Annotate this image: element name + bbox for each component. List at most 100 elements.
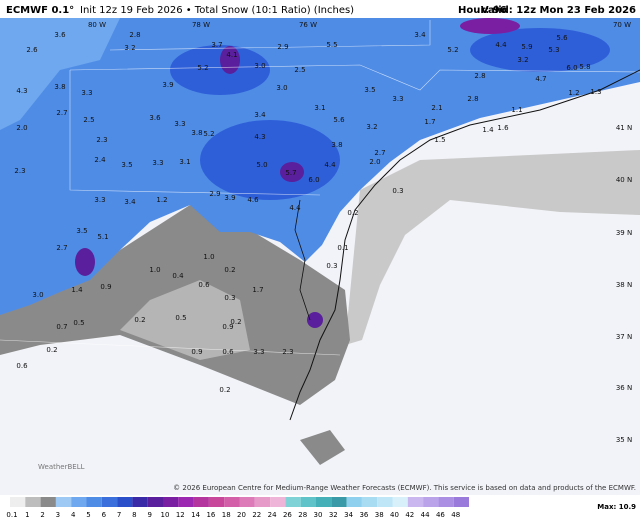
snow-amount-label: 0.6 bbox=[222, 348, 234, 356]
legend-tick-label: 3 bbox=[56, 511, 60, 519]
snow-amount-label: 3.0 bbox=[254, 62, 265, 70]
snow-amount-label: 2.5 bbox=[83, 116, 94, 124]
legend-tick-label: 26 bbox=[283, 511, 292, 519]
legend-swatch bbox=[346, 497, 362, 507]
snow-amount-label: 0.6 bbox=[16, 362, 28, 370]
legend-swatch bbox=[193, 497, 209, 507]
snow-amount-label: 3.9 bbox=[162, 81, 173, 89]
legend-tick-label: 2 bbox=[40, 511, 44, 519]
legend-tick-label: 14 bbox=[191, 511, 200, 519]
snow-amount-label: 1.7 bbox=[424, 118, 435, 126]
legend-swatch bbox=[392, 497, 408, 507]
lat-label: 37 N bbox=[616, 333, 632, 341]
snow-amount-label: 3.1 bbox=[179, 158, 190, 166]
snow-amount-label: 0.2 bbox=[219, 386, 230, 394]
legend-tick-label: 32 bbox=[329, 511, 338, 519]
lat-label: 39 N bbox=[616, 229, 632, 237]
lat-label: 38 N bbox=[616, 281, 632, 289]
snow-amount-label: 2.6 bbox=[26, 46, 38, 54]
snow-amount-label: 2.0 bbox=[369, 158, 380, 166]
legend-tick-label: 20 bbox=[237, 511, 246, 519]
snow-amount-label: 5.3 bbox=[548, 46, 559, 54]
snow-amount-label: 6.0 bbox=[308, 176, 319, 184]
snow-amount-label: 3.2 bbox=[366, 123, 377, 131]
snow-amount-label: 4.3 bbox=[16, 87, 27, 95]
max-snow-area bbox=[460, 18, 520, 34]
legend-tick-label: 9 bbox=[147, 511, 151, 519]
offshore-snow bbox=[300, 430, 345, 465]
snow-amount-label: 3.6 bbox=[149, 114, 161, 122]
legend-tick-label: 34 bbox=[344, 511, 353, 519]
snow-amount-label: 3.4 bbox=[124, 198, 136, 206]
snow-amount-label: 3.5 bbox=[76, 227, 87, 235]
snow-amount-label: 0.6 bbox=[198, 281, 210, 289]
legend-tick-label: 44 bbox=[421, 511, 430, 519]
snow-amount-label: 3.6 bbox=[54, 31, 66, 39]
lat-label: 36 N bbox=[616, 384, 632, 392]
legend-swatch bbox=[178, 497, 194, 507]
legend: 0.1 1 2 3 4 5 6 7 8 9 10 12 14 16 18 20 22 24 26 28 30 32 34 36… bbox=[6, 497, 469, 519]
model: ECMWF 0.1° bbox=[6, 5, 74, 16]
heavy-snow-area bbox=[200, 120, 340, 200]
snow-amount-label: 3.8 bbox=[54, 83, 65, 91]
snow-amount-label: 1.5 bbox=[434, 136, 445, 144]
legend-swatch bbox=[101, 497, 118, 507]
lon-label: 78 W bbox=[192, 21, 210, 29]
snow-amount-label: 5.2 bbox=[197, 64, 208, 72]
snow-amount-label: 0.3 bbox=[326, 262, 337, 270]
lon-label: 76 W bbox=[299, 21, 317, 29]
border bbox=[0, 339, 341, 356]
legend-tick-label: 10 bbox=[161, 511, 170, 519]
legend-tick-label: 38 bbox=[375, 511, 384, 519]
legend-swatch bbox=[117, 497, 133, 507]
snow-amount-label: 0.5 bbox=[73, 319, 84, 327]
snow-amount-label: 3.9 bbox=[224, 194, 235, 202]
logo: WeatherBELL bbox=[38, 463, 85, 471]
legend-tick-label: 40 bbox=[390, 511, 399, 519]
legend-swatch bbox=[224, 497, 240, 507]
legend-tick-label: 36 bbox=[359, 511, 368, 519]
snow-amount-label: 0.2 bbox=[347, 209, 358, 217]
legend-swatch bbox=[147, 497, 163, 507]
max-snow-area bbox=[280, 162, 304, 182]
snow-amount-label: 3.5 bbox=[121, 161, 132, 169]
map-labels: 80 W 78 W 76 W 70 W 41 N 40 N 39 N 38 N 37 N 36 N… bbox=[14, 21, 632, 444]
snow-amount-label: 5.9 bbox=[521, 43, 532, 51]
snow-amount-label: 0.9 bbox=[191, 348, 202, 356]
snow-amount-label: 0.2 bbox=[134, 316, 145, 324]
legend-tick-label: 22 bbox=[252, 511, 261, 519]
snow-amount-label: 1.0 bbox=[149, 266, 160, 274]
snow-amount-label: 5.2 bbox=[203, 130, 214, 138]
snow-amount-label: 0.9 bbox=[222, 323, 233, 331]
snow-amount-label: 3.8 bbox=[331, 141, 342, 149]
snow-amount-label: 5.5 bbox=[326, 41, 337, 49]
snow-amount-label: 2.7 bbox=[374, 149, 385, 157]
snow-amount-label: 1.6 bbox=[497, 124, 509, 132]
legend-swatch bbox=[453, 497, 469, 507]
snow-amount-label: 2.7 bbox=[56, 244, 67, 252]
snow-amount-label: 2.9 bbox=[209, 190, 220, 198]
legend-tick-label: 18 bbox=[222, 511, 231, 519]
snow-amount-label: 2.0 bbox=[16, 124, 27, 132]
snow-area bbox=[0, 18, 120, 130]
snow-amount-label: 4.4 bbox=[324, 161, 336, 169]
legend-swatch bbox=[270, 497, 286, 507]
legend-tick-label: 16 bbox=[206, 511, 215, 519]
legend-tick-label: 30 bbox=[314, 511, 323, 519]
legend-tick-label: 42 bbox=[405, 511, 414, 519]
snow-amount-label: 3.2 bbox=[517, 56, 528, 64]
legend-swatch bbox=[208, 497, 225, 507]
legend-swatch bbox=[438, 497, 454, 507]
snow-amount-label: 5.2 bbox=[447, 46, 458, 54]
snow-amount-label: 5.7 bbox=[285, 169, 296, 177]
legend-swatch bbox=[25, 497, 41, 507]
lon-label: 80 W bbox=[88, 21, 106, 29]
legend-swatch bbox=[55, 497, 72, 507]
snow-amount-label: 0.3 bbox=[224, 294, 235, 302]
snow-amount-label: 4.4 bbox=[289, 204, 301, 212]
legend-tick-label: 48 bbox=[451, 511, 460, 519]
snow-amount-label: 4.1 bbox=[226, 51, 237, 59]
snow-amount-label: 3.4 bbox=[254, 111, 266, 119]
snow-amount-label: 2.5 bbox=[294, 66, 305, 74]
snow-amount-label: 2.8 bbox=[467, 95, 478, 103]
